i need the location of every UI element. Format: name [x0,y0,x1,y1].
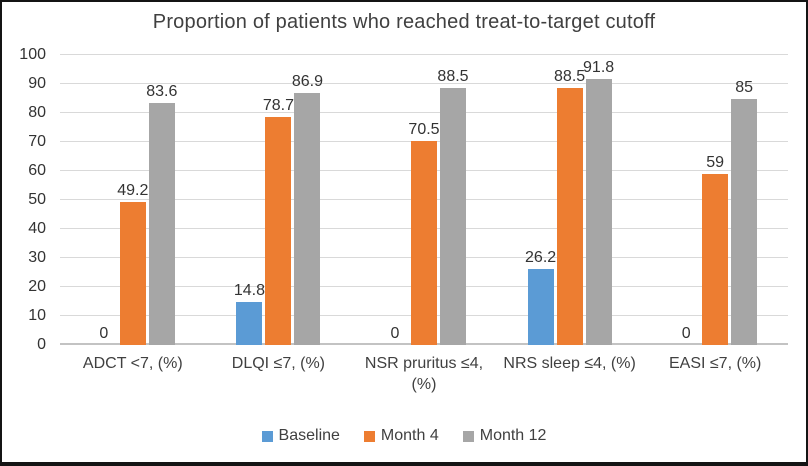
x-axis-category-label: EASI ≤7, (%) [668,355,762,372]
bar-slot-month-4: 59 [702,55,729,345]
bar-slot-month-12: 85 [731,55,758,345]
legend-label: Month 4 [380,427,439,444]
bar-month-4 [702,173,729,345]
bar-value-label: 0 [681,325,691,342]
y-tick-label: 60 [28,162,46,179]
bar-value-label: 85 [735,78,754,96]
bar-month-4 [265,116,292,345]
gridline [60,112,788,113]
bar-value-label: 26.2 [525,249,557,267]
y-tick-label: 0 [37,336,46,353]
bar-slot-month-12: 86.9 [291,55,323,345]
bar-month-4 [119,202,146,345]
bar-month-12 [439,88,466,345]
bar-value-label: 0 [99,325,109,342]
bar-slot-baseline: 0 [91,55,117,345]
bar-month-4 [556,88,583,345]
bar-slot-month-4: 88.5 [554,55,586,345]
legend-item-month-12: Month 12 [462,426,547,446]
bar-slot-month-4: 49.2 [117,55,149,345]
bar-slot-month-4: 70.5 [408,55,440,345]
bar-value-label: 83.6 [146,82,178,100]
x-label-cell: DLQI ≤7, (%) [206,353,352,395]
legend-label: Baseline [278,427,340,444]
y-tick-label: 40 [28,220,46,237]
bar-value-label: 14.8 [233,282,265,300]
legend: Baseline Month 4 Month 12 [2,426,806,446]
bar-slot-baseline: 0 [673,55,699,345]
y-axis: 0 10 20 30 40 50 60 70 80 90 100 [2,46,54,353]
bar-value-label: 49.2 [117,182,149,200]
legend-swatch-month-12 [462,430,474,442]
bar-group: 26.2 88.5 91.8 [497,55,643,345]
x-axis-labels: ADCT <7, (%) DLQI ≤7, (%) NSR pruritus ≤4,… [60,353,788,395]
x-axis-category-label: DLQI ≤7, (%) [231,355,326,372]
y-tick-label: 80 [28,104,46,121]
x-label-cell: NRS sleep ≤4, (%) [497,353,643,395]
bar-group: 0 49.2 83.6 [60,55,206,345]
gridline [60,83,788,84]
bar-value-label: 70.5 [408,120,440,138]
bar-month-12 [731,98,758,345]
y-tick-label: 50 [28,191,46,208]
bar-value-label: 88.5 [554,68,586,86]
plot-area: 0 49.2 83.6 14.8 78.7 86.9 0 70.5 88.5 26.2 88.5 91… [60,54,788,345]
bar-month-12 [294,93,321,345]
bar-value-label: 78.7 [262,96,294,114]
legend-item-baseline: Baseline [261,426,340,446]
bar-value-label: 91.8 [583,58,615,76]
bar-month-12 [585,78,612,345]
bar-slot-baseline: 14.8 [233,55,265,345]
chart-title: Proportion of patients who reached treat… [152,11,656,33]
bar-slot-baseline: 0 [382,55,408,345]
x-label-cell: ADCT <7, (%) [60,353,206,395]
y-tick-label: 100 [19,46,46,63]
x-label-cell: EASI ≤7, (%) [642,353,788,395]
bar-value-label: 59 [706,153,725,171]
y-tick-label: 90 [28,75,46,92]
bar-slot-month-12: 83.6 [146,55,178,345]
bar-group: 14.8 78.7 86.9 [206,55,352,345]
bar-value-label: 88.5 [437,68,469,86]
gridline [60,54,788,55]
y-tick-label: 20 [28,278,46,295]
y-tick-label: 30 [28,249,46,266]
bar-month-4 [410,140,437,345]
bar-group: 0 59 85 [642,55,788,345]
bar-value-label: 86.9 [291,73,323,90]
x-axis-category-label: NSR pruritus ≤4, (%) [364,355,484,393]
bar-baseline [236,302,263,345]
x-axis-category-label: ADCT <7, (%) [82,355,183,372]
bar-slot-baseline: 26.2 [525,55,557,345]
bars-row: 0 49.2 83.6 14.8 78.7 86.9 0 70.5 88.5 26.2 88.5 91… [60,55,788,345]
y-tick-label: 10 [28,307,46,324]
bar-value-label: 0 [390,325,400,342]
legend-label: Month 12 [479,427,547,444]
legend-swatch-month-4 [363,430,375,442]
legend-swatch-baseline [261,430,273,442]
legend-item-month-4: Month 4 [363,426,439,446]
bar-slot-month-12: 91.8 [583,55,615,345]
x-axis-category-label: NRS sleep ≤4, (%) [503,355,636,372]
bar-slot-month-12: 88.5 [437,55,469,345]
y-tick-label: 70 [28,133,46,150]
bar-group: 0 70.5 88.5 [351,55,497,345]
x-label-cell: NSR pruritus ≤4, (%) [351,353,497,395]
bar-baseline [527,269,554,345]
bar-month-12 [148,102,175,345]
bar-slot-month-4: 78.7 [262,55,294,345]
